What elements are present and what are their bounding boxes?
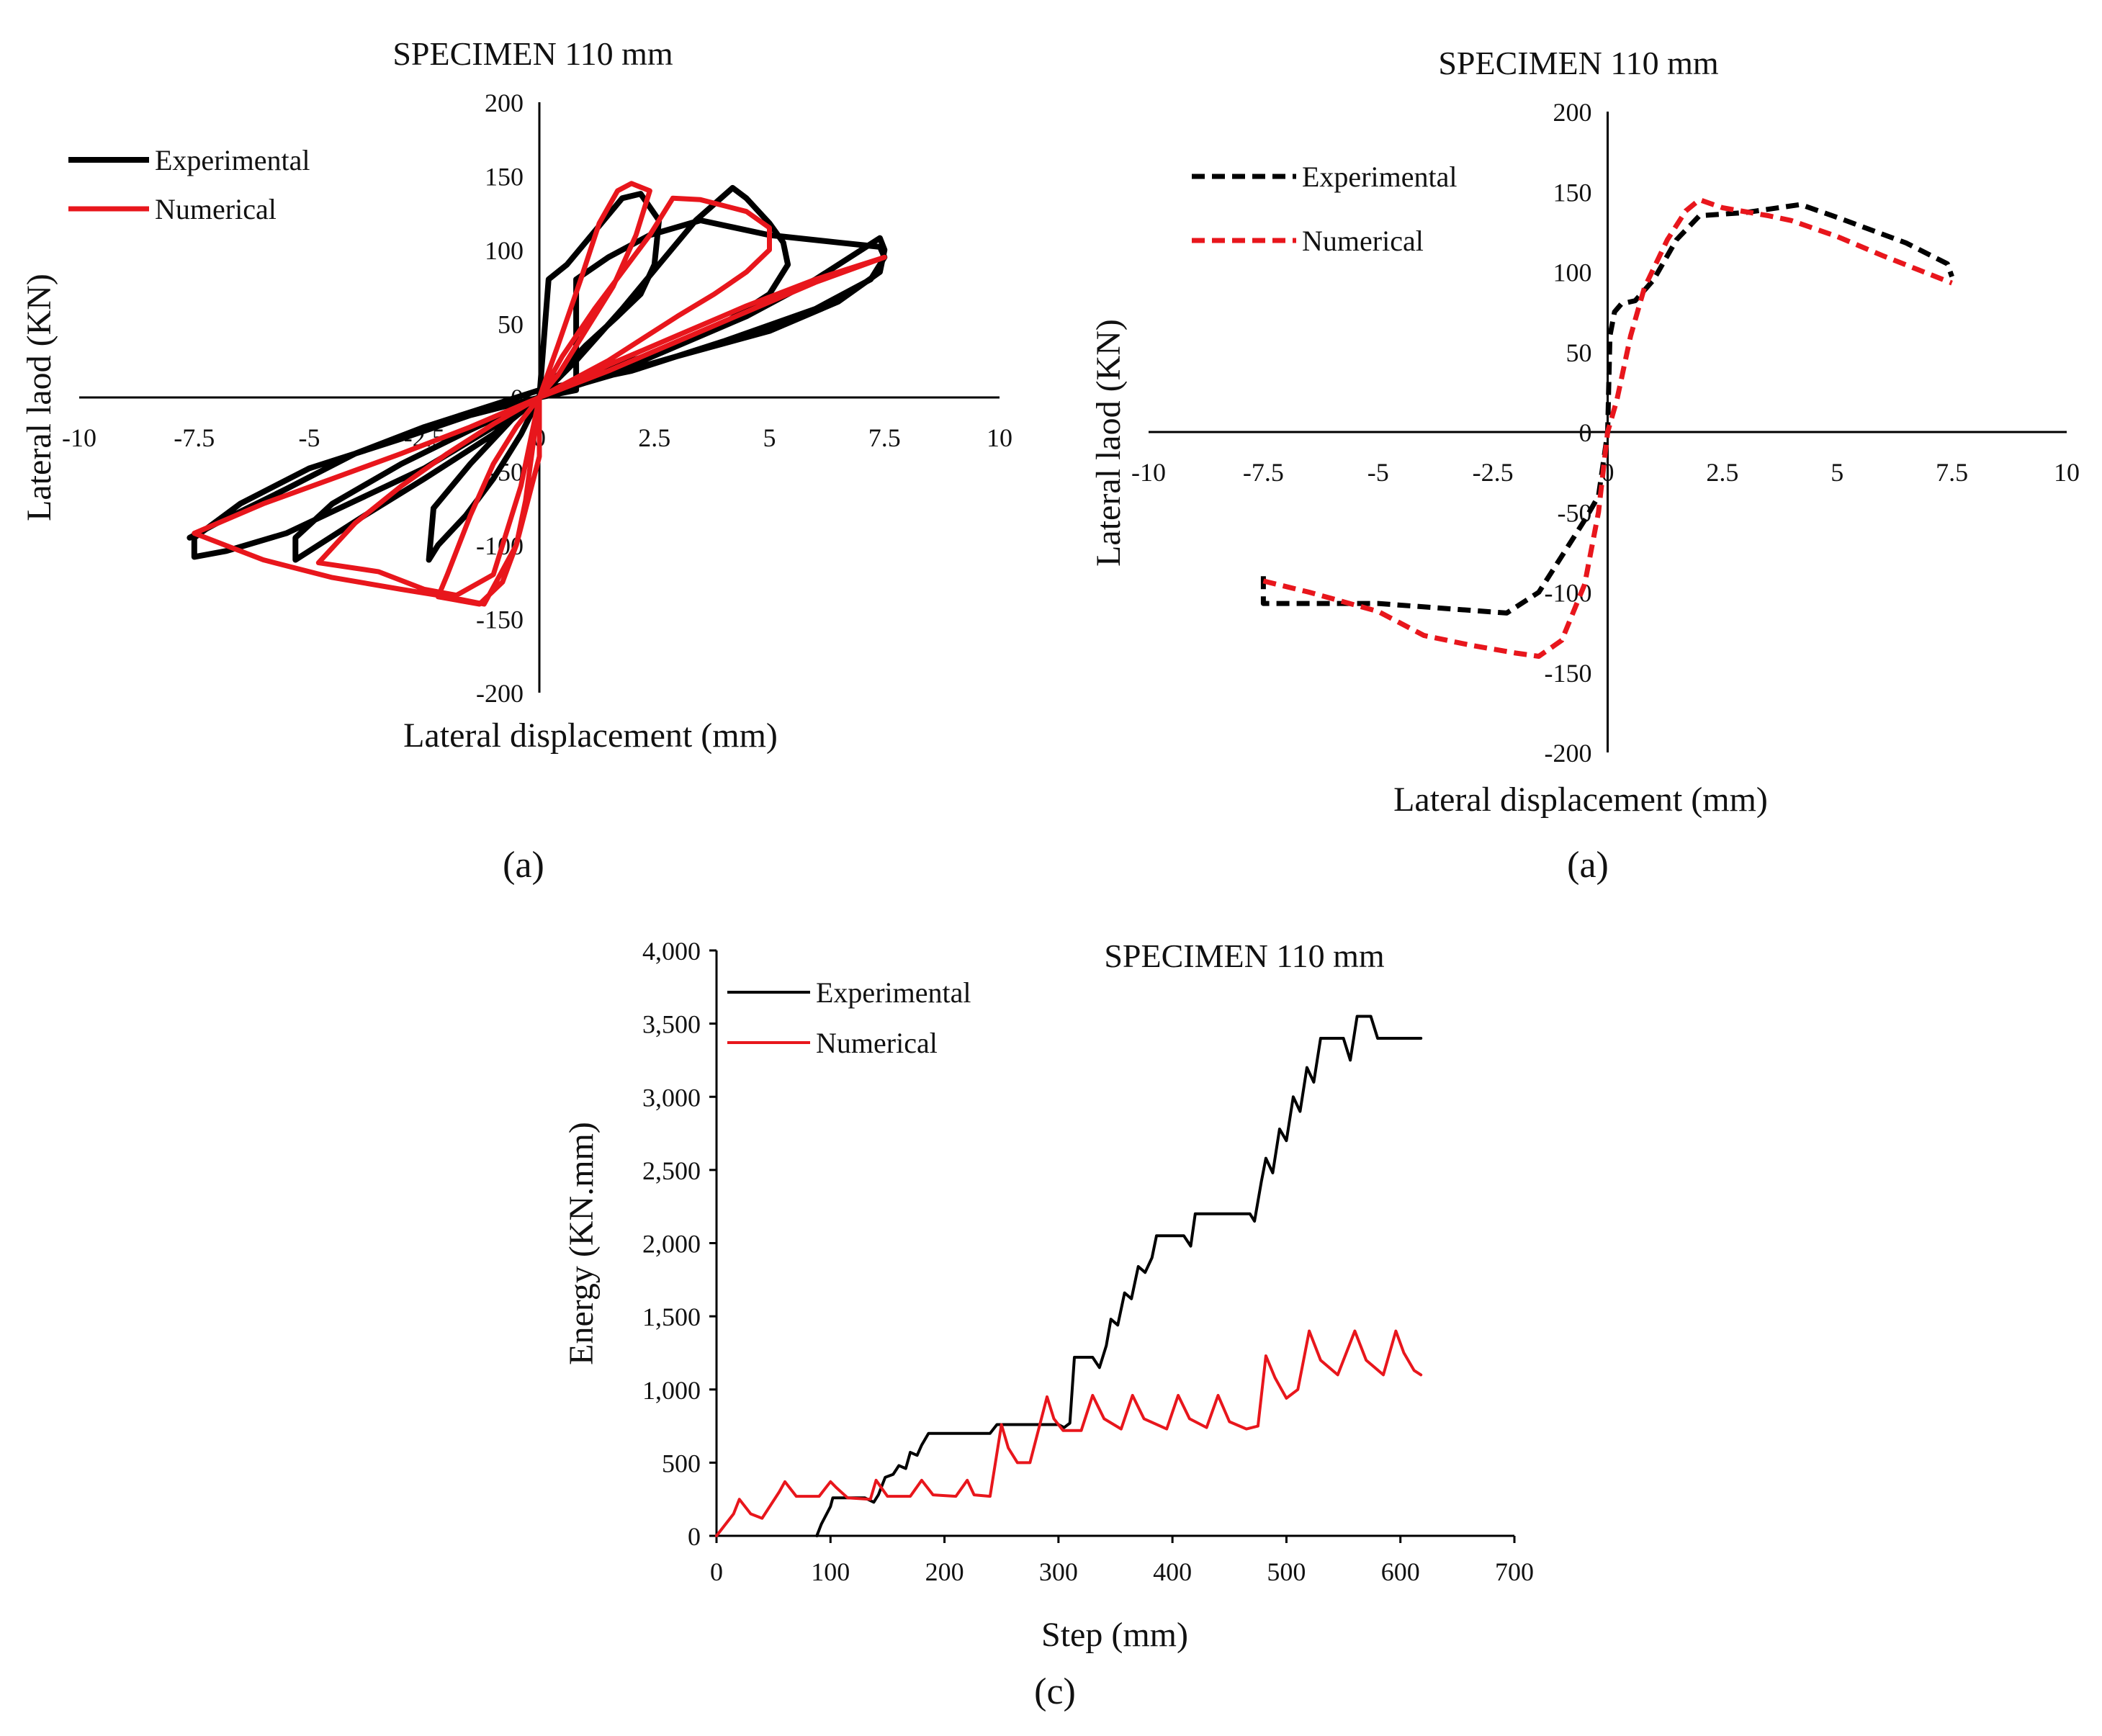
legend-label-numerical: Numerical: [816, 1027, 938, 1059]
x-tick-label: 7.5: [868, 423, 901, 452]
y-tick-label: 500: [662, 1449, 701, 1478]
x-tick-label: 300: [1039, 1557, 1078, 1586]
x-tick-label: -2.5: [1473, 458, 1514, 487]
numerical-series-line: [1262, 197, 1953, 659]
x-tick-label: 2.5: [638, 423, 670, 452]
y-tick-label: 4,000: [642, 937, 701, 966]
chart-title: SPECIMEN 110 mm: [1438, 45, 1719, 81]
y-tick-label: 200: [485, 89, 524, 117]
x-tick-label: -10: [62, 423, 96, 452]
chart-title: SPECIMEN 110 mm: [1104, 937, 1385, 974]
numerical-series-line: [192, 181, 887, 607]
x-tick-label: 2.5: [1706, 458, 1738, 487]
chart-a-hysteresis: -10 -7.5 -5 -2.5 0 2.5 5 7.5 10-200-150-100-5005…: [20, 35, 1012, 886]
legend-label-numerical: Numerical: [1302, 225, 1424, 257]
x-tick-label: -7.5: [174, 423, 215, 452]
experimental-series-line: [187, 184, 888, 563]
x-tick-label: -7.5: [1243, 458, 1284, 487]
y-tick-label: 200: [1553, 98, 1592, 127]
x-tick-label: 100: [811, 1557, 850, 1586]
y-tick-label: 3,500: [642, 1010, 701, 1039]
x-tick-label: 5: [1831, 458, 1843, 487]
panel-caption: (c): [1034, 1671, 1076, 1712]
x-tick-label: 600: [1381, 1557, 1420, 1586]
x-tick-label: 5: [763, 423, 776, 452]
y-tick-label: -200: [476, 679, 524, 708]
y-tick-label: -150: [1545, 659, 1592, 688]
y-tick-label: -150: [476, 606, 524, 634]
chart-title: SPECIMEN 110 mm: [392, 35, 673, 72]
legend-label-experimental: Experimental: [155, 144, 310, 176]
y-tick-label: 50: [1566, 338, 1592, 367]
panel-caption: (a): [1567, 845, 1609, 886]
x-axis-label: Lateral displacement (mm): [1393, 781, 1768, 819]
x-tick-label: -5: [299, 423, 320, 452]
y-tick-label: 3,000: [642, 1083, 701, 1112]
y-tick-label: -200: [1545, 739, 1592, 768]
y-tick-label: 2,500: [642, 1156, 701, 1185]
x-tick-label: 700: [1495, 1557, 1534, 1586]
x-axis-label: Step (mm): [1041, 1616, 1188, 1654]
x-tick-label: -10: [1131, 458, 1166, 487]
chart-a-envelope: -10 -7.5 -5 -2.5 0 2.5 5 7.5 10-200-150-100-5005…: [1090, 45, 2080, 886]
y-tick-label: 150: [485, 163, 524, 192]
experimental-series-line: [1260, 202, 1954, 616]
y-tick-label: 0: [1579, 418, 1592, 447]
y-tick-label: 150: [1553, 178, 1592, 207]
x-tick-label: 400: [1153, 1557, 1192, 1586]
y-tick-label: 100: [485, 236, 524, 265]
y-axis-label: Lateral laod (KN): [1090, 319, 1128, 567]
numerical-series-line: [715, 1329, 1423, 1537]
y-tick-label: -100: [1545, 579, 1592, 608]
x-tick-label: 0: [710, 1557, 723, 1586]
experimental-series-line: [815, 1015, 1423, 1537]
chart-c-energy: 0 100 200 300 400 500 600 700 0 500 1,000 1,500 2,00…: [562, 937, 1534, 1712]
x-tick-label: 500: [1267, 1557, 1306, 1586]
y-tick-label: 1,000: [642, 1376, 701, 1405]
legend-label-numerical: Numerical: [155, 193, 277, 225]
x-tick-label: 10: [2054, 458, 2080, 487]
y-tick-label: 1,500: [642, 1303, 701, 1331]
y-axis-label: Lateral laod (KN): [20, 274, 58, 521]
x-axis-label: Lateral displacement (mm): [403, 716, 778, 755]
y-axis-label: Energy (KN.mm): [562, 1122, 601, 1365]
y-tick-label: 0: [688, 1522, 701, 1551]
legend-label-experimental: Experimental: [1302, 161, 1457, 193]
x-tick-label: 7.5: [1936, 458, 1968, 487]
y-tick-label: -50: [1558, 498, 1592, 527]
legend-label-experimental: Experimental: [816, 976, 971, 1009]
panel-caption: (a): [503, 845, 544, 886]
y-tick-label: 2,000: [642, 1230, 701, 1259]
x-tick-label: 10: [987, 423, 1012, 452]
y-tick-label: 100: [1553, 258, 1592, 287]
y-tick-label: 50: [498, 310, 524, 339]
x-tick-label: -5: [1367, 458, 1389, 487]
x-tick-label: 200: [925, 1557, 964, 1586]
